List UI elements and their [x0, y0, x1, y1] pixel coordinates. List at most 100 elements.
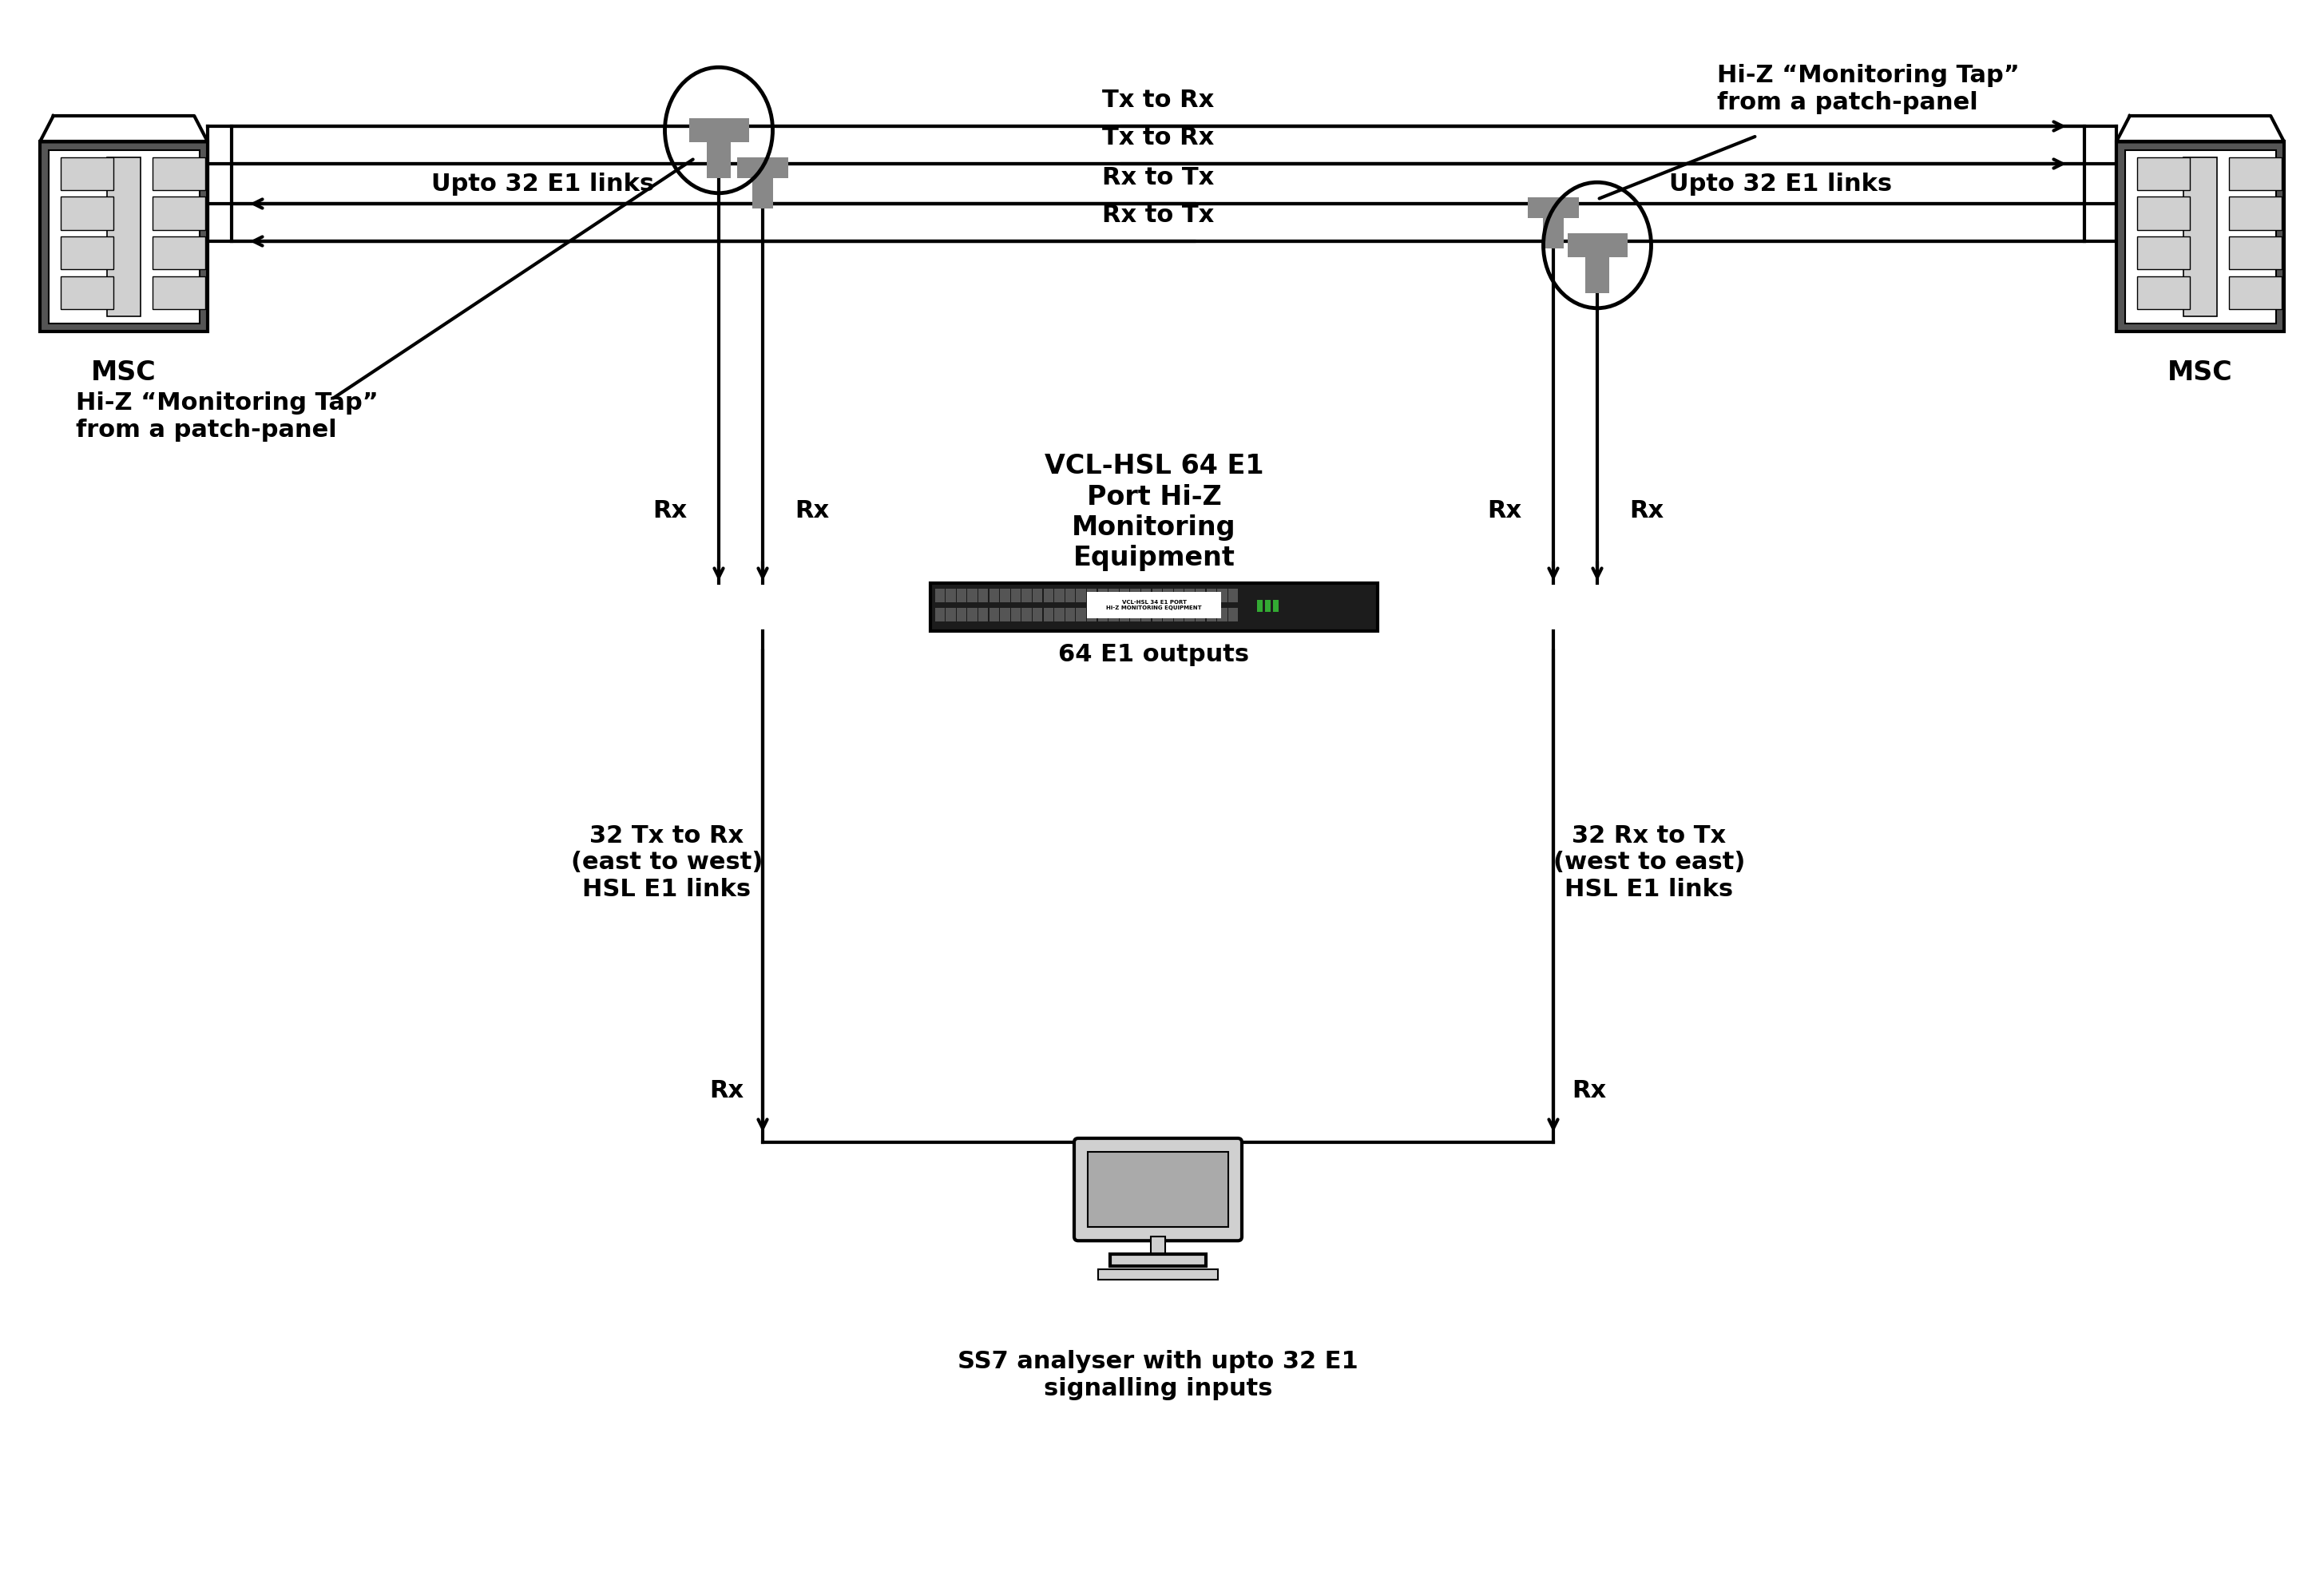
Text: Tx to Rx: Tx to Rx [1102, 126, 1213, 150]
Bar [60, 156, 114, 190]
Bar [40, 142, 207, 332]
Bar [688, 118, 748, 142]
Bar [967, 589, 978, 602]
Bar [1527, 198, 1578, 218]
Bar [1099, 1269, 1218, 1280]
Bar [60, 276, 114, 310]
Text: Rx: Rx [1629, 499, 1664, 523]
Bar [107, 156, 139, 316]
Bar [1120, 589, 1129, 602]
Bar [1043, 589, 1053, 602]
Bar [153, 237, 205, 270]
Bar [1174, 608, 1183, 621]
Bar [1055, 608, 1064, 621]
Bar [1141, 608, 1150, 621]
Bar [1088, 592, 1220, 618]
Bar [1097, 608, 1109, 621]
Bar [1153, 589, 1162, 602]
Bar [1055, 589, 1064, 602]
Bar [753, 179, 774, 209]
Bar [1206, 608, 1215, 621]
Text: Rx to Tx: Rx to Tx [1102, 166, 1213, 190]
Text: Rx: Rx [653, 499, 688, 523]
Text: Upto 32 E1 links: Upto 32 E1 links [432, 172, 655, 196]
Text: 64 E1 outputs: 64 E1 outputs [1057, 643, 1250, 667]
Bar [1206, 589, 1215, 602]
Text: VCL-HSL 64 E1
Port Hi-Z
Monitoring
Equipment: VCL-HSL 64 E1 Port Hi-Z Monitoring Equip… [1043, 453, 1264, 570]
Text: Hi-Z “Monitoring Tap”
from a patch-panel: Hi-Z “Monitoring Tap” from a patch-panel [1717, 63, 2020, 114]
Bar [706, 142, 730, 179]
Bar [60, 237, 114, 270]
Bar [1185, 589, 1195, 602]
Bar [1162, 589, 1174, 602]
Bar [1264, 600, 1271, 611]
Bar [1088, 1152, 1229, 1228]
Bar [999, 608, 1011, 621]
Bar [1088, 608, 1097, 621]
Bar [930, 583, 1378, 630]
Bar [1111, 1255, 1206, 1266]
Bar [2136, 276, 2189, 310]
Bar [49, 150, 200, 322]
Bar [1023, 589, 1032, 602]
Bar [60, 198, 114, 229]
Text: Rx: Rx [1571, 1079, 1606, 1103]
Bar [1227, 608, 1239, 621]
Bar [957, 608, 967, 621]
Bar [1227, 589, 1239, 602]
Text: VCL-HSL 34 E1 PORT
Hi-Z MONITORING EQUIPMENT: VCL-HSL 34 E1 PORT Hi-Z MONITORING EQUIP… [1106, 600, 1202, 610]
Bar [1032, 589, 1043, 602]
FancyBboxPatch shape [1074, 1138, 1241, 1240]
Text: SS7 analyser with upto 32 E1
signalling inputs: SS7 analyser with upto 32 E1 signalling … [957, 1349, 1357, 1400]
Bar [1195, 608, 1206, 621]
Bar [1076, 589, 1085, 602]
Bar [1141, 589, 1150, 602]
Bar [2136, 156, 2189, 190]
Bar [1174, 589, 1183, 602]
Bar [1011, 608, 1020, 621]
Text: MSC: MSC [91, 360, 156, 386]
Bar [1185, 608, 1195, 621]
Bar [1153, 608, 1162, 621]
Bar [946, 589, 955, 602]
Text: Rx: Rx [709, 1079, 744, 1103]
Bar [2117, 142, 2284, 332]
Bar [1218, 589, 1227, 602]
Bar [1120, 608, 1129, 621]
Bar [1076, 608, 1085, 621]
Bar [934, 589, 946, 602]
Bar [978, 608, 988, 621]
Text: Tx to Rx: Tx to Rx [1102, 88, 1213, 112]
Bar [1543, 218, 1564, 248]
Text: Rx: Rx [1487, 499, 1522, 523]
Bar [1097, 589, 1109, 602]
Bar [1274, 600, 1278, 611]
Bar [1109, 608, 1118, 621]
Polygon shape [40, 115, 207, 142]
Bar [934, 608, 946, 621]
Text: MSC: MSC [2168, 360, 2233, 386]
Bar [2136, 198, 2189, 229]
Bar [1257, 600, 1262, 611]
Bar [1195, 589, 1206, 602]
Bar [957, 589, 967, 602]
Bar [978, 589, 988, 602]
Bar [2229, 237, 2282, 270]
Bar [2136, 237, 2189, 270]
Bar [1109, 589, 1118, 602]
Bar [990, 589, 999, 602]
Bar [153, 276, 205, 310]
Bar [1150, 1237, 1164, 1255]
Bar [999, 589, 1011, 602]
Bar [1585, 258, 1608, 294]
Bar [1566, 234, 1627, 258]
Bar [737, 158, 788, 179]
Text: 32 Rx to Tx
(west to east)
HSL E1 links: 32 Rx to Tx (west to east) HSL E1 links [1552, 825, 1745, 901]
Bar [1023, 608, 1032, 621]
Bar [1064, 608, 1076, 621]
Text: Rx to Tx: Rx to Tx [1102, 204, 1213, 228]
Text: 32 Tx to Rx
(east to west)
HSL E1 links: 32 Tx to Rx (east to west) HSL E1 links [572, 825, 762, 901]
Bar [1129, 608, 1141, 621]
Bar [1043, 608, 1053, 621]
Bar [946, 608, 955, 621]
